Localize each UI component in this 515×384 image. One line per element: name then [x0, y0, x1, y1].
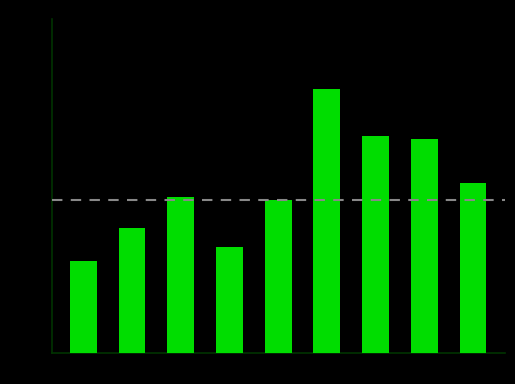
- Bar: [459, 183, 487, 384]
- Bar: [216, 248, 243, 384]
- Bar: [265, 200, 291, 384]
- Bar: [118, 228, 145, 384]
- Bar: [362, 136, 389, 384]
- Bar: [70, 262, 97, 384]
- Bar: [314, 89, 340, 384]
- Bar: [167, 197, 194, 384]
- Bar: [411, 139, 438, 384]
